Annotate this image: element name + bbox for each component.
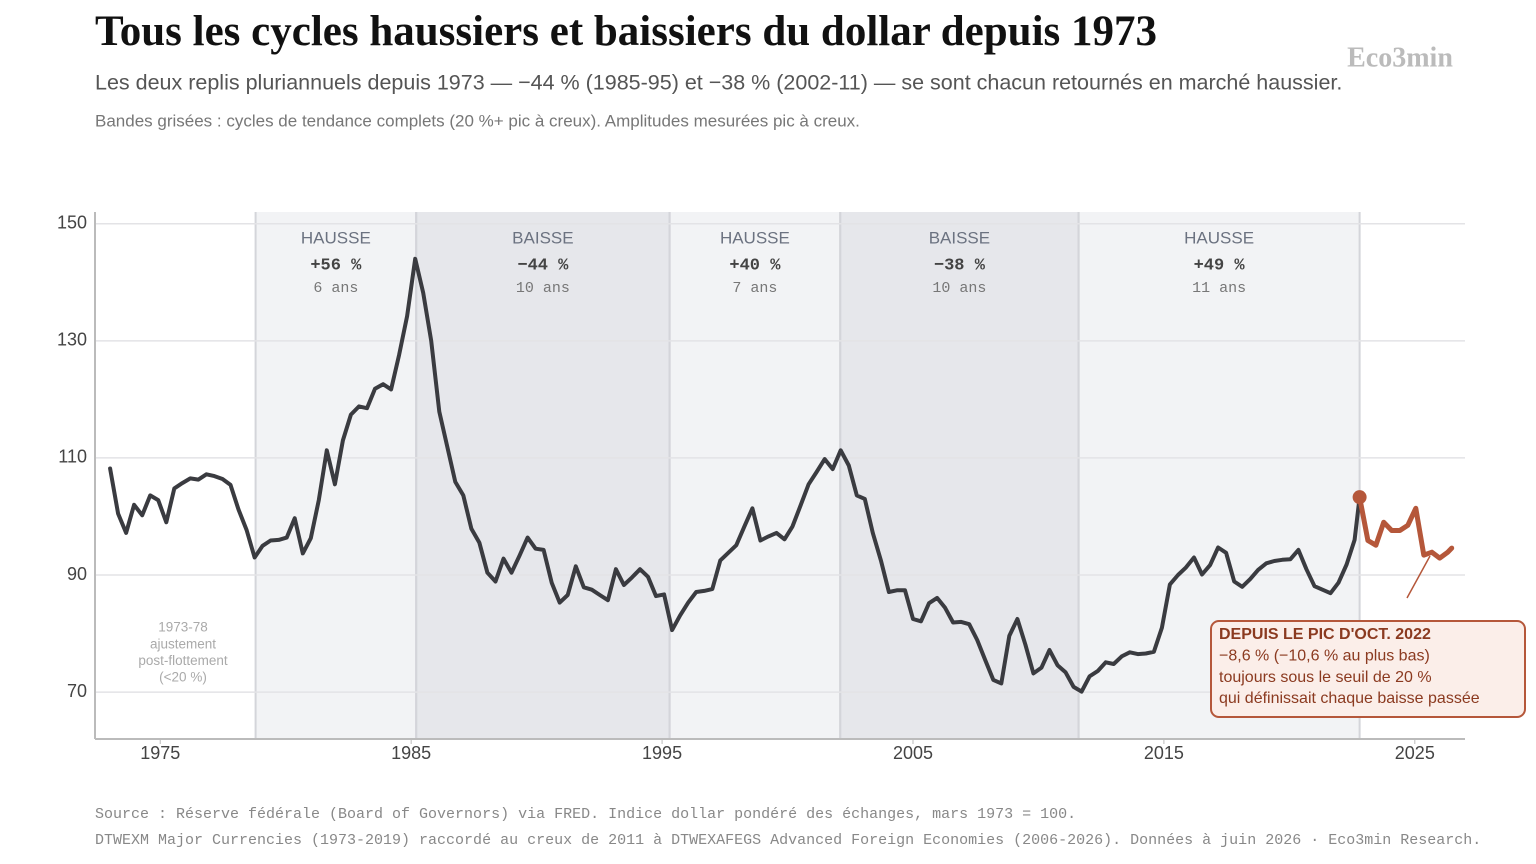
callout-text: toujours sous le seuil de 20 % xyxy=(1219,669,1432,686)
annotation-text: 1973-78 xyxy=(158,620,208,635)
band-duration: 7 ans xyxy=(732,280,777,297)
band-label: BAISSE xyxy=(512,228,573,247)
source-line: Source : Réserve fédérale (Board of Gove… xyxy=(95,806,1076,823)
peak-marker xyxy=(1352,490,1367,505)
cycle-band xyxy=(416,212,670,739)
x-tick-label: 2015 xyxy=(1144,743,1184,763)
band-change: +49 % xyxy=(1194,256,1246,275)
band-label: HAUSSE xyxy=(720,228,790,247)
chart-note: Bandes grisées : cycles de tendance comp… xyxy=(95,111,860,130)
x-tick-label: 1975 xyxy=(140,743,180,763)
band-duration: 11 ans xyxy=(1192,280,1246,297)
y-tick-label: 110 xyxy=(58,447,87,467)
watermark: Eco3min xyxy=(1347,42,1453,73)
annotation-text: post-flottement xyxy=(138,653,228,668)
chart-subtitle: Les deux replis pluriannuels depuis 1973… xyxy=(95,71,1342,95)
callout-text: qui définissait chaque baisse passée xyxy=(1219,690,1480,707)
source-line: DTWEXM Major Currencies (1973-2019) racc… xyxy=(95,832,1481,849)
callout-box xyxy=(1210,620,1526,718)
band-change: +56 % xyxy=(310,256,362,275)
x-tick-label: 2005 xyxy=(893,743,933,763)
annotation-text: (<20 %) xyxy=(159,670,207,685)
y-tick-label: 150 xyxy=(57,212,87,232)
x-tick-label: 1985 xyxy=(391,743,431,763)
band-change: −38 % xyxy=(934,256,986,275)
band-duration: 10 ans xyxy=(932,280,986,297)
x-tick-label: 2025 xyxy=(1395,743,1435,763)
y-tick-label: 90 xyxy=(67,564,87,584)
band-duration: 10 ans xyxy=(516,280,570,297)
cycle-band xyxy=(669,212,841,739)
x-tick-label: 1995 xyxy=(642,743,682,763)
y-tick-label: 130 xyxy=(57,330,87,350)
band-label: HAUSSE xyxy=(1184,228,1254,247)
annotation-text: ajustement xyxy=(150,636,216,651)
chart-title: Tous les cycles haussiers et baissiers d… xyxy=(95,8,1157,55)
y-tick-label: 70 xyxy=(67,681,87,701)
band-label: HAUSSE xyxy=(301,228,371,247)
callout-leader xyxy=(1406,555,1431,599)
callout-text: DEPUIS LE PIC D'OCT. 2022 xyxy=(1219,626,1431,643)
band-change: +40 % xyxy=(729,256,781,275)
cycle-band xyxy=(840,212,1079,739)
series-line xyxy=(108,256,1362,694)
band-change: −44 % xyxy=(517,256,569,275)
callout-text: −8,6 % (−10,6 % au plus bas) xyxy=(1219,648,1430,665)
band-duration: 6 ans xyxy=(313,280,358,297)
band-label: BAISSE xyxy=(929,228,990,247)
series-line xyxy=(1357,494,1455,561)
